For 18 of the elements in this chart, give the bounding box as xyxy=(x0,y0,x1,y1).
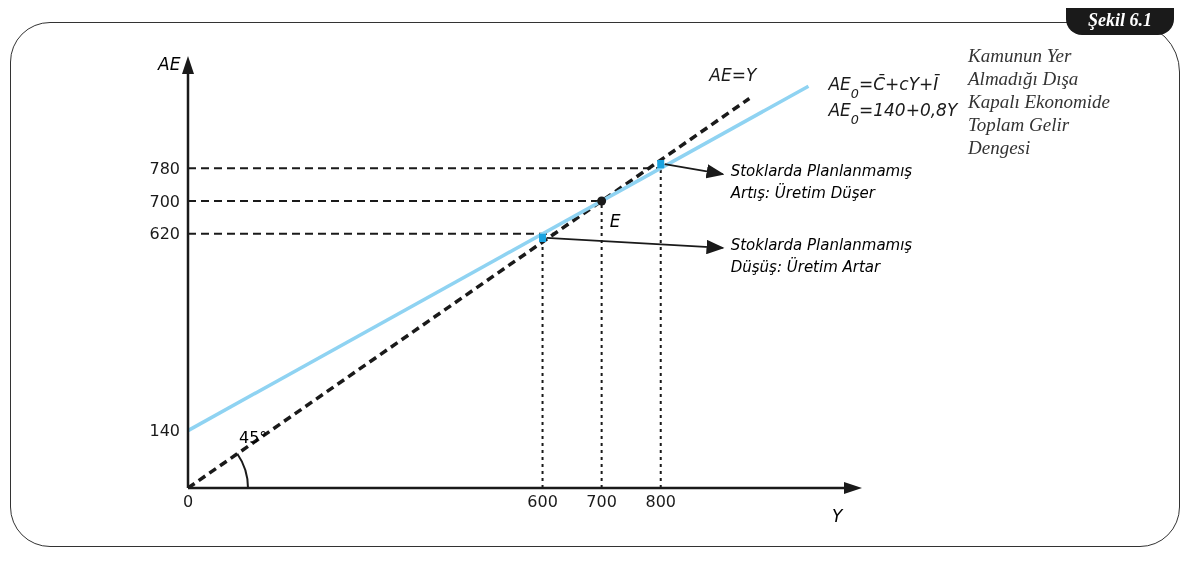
x-axis-title: Y xyxy=(832,506,844,526)
series-label: AE$_{0}$=C̄+cY+Ī AE$_{0}$=140+0,8Y xyxy=(827,73,959,127)
annotation: Stoklarda Planlanmamış Düşüş: Üretim Artar xyxy=(730,235,913,276)
y-tick-label: 620 xyxy=(149,224,180,244)
x-tick-label: 600 xyxy=(527,492,558,512)
y-tick-label: 780 xyxy=(149,158,180,178)
series-label: AE=Y xyxy=(708,64,758,85)
annotation: 45° xyxy=(239,428,268,447)
y-axis-title: AE xyxy=(157,54,181,74)
text: Şekil 6.1 xyxy=(1065,8,1174,35)
annotation: Stoklarda Planlanmamış Artış: Üretim Düşer xyxy=(729,162,913,203)
annotation: E xyxy=(609,211,621,231)
text: Kamunun Yer Almadığı Dışa Kapalı Ekonomide Toplam Gelir Dengesi xyxy=(968,44,1111,159)
y-tick-label: 700 xyxy=(149,191,180,211)
x-tick-label: 800 xyxy=(645,492,676,512)
y-tick-label: 140 xyxy=(149,421,180,441)
x-tick-label: 0 xyxy=(182,492,194,512)
x-tick-label: 700 xyxy=(586,492,617,512)
